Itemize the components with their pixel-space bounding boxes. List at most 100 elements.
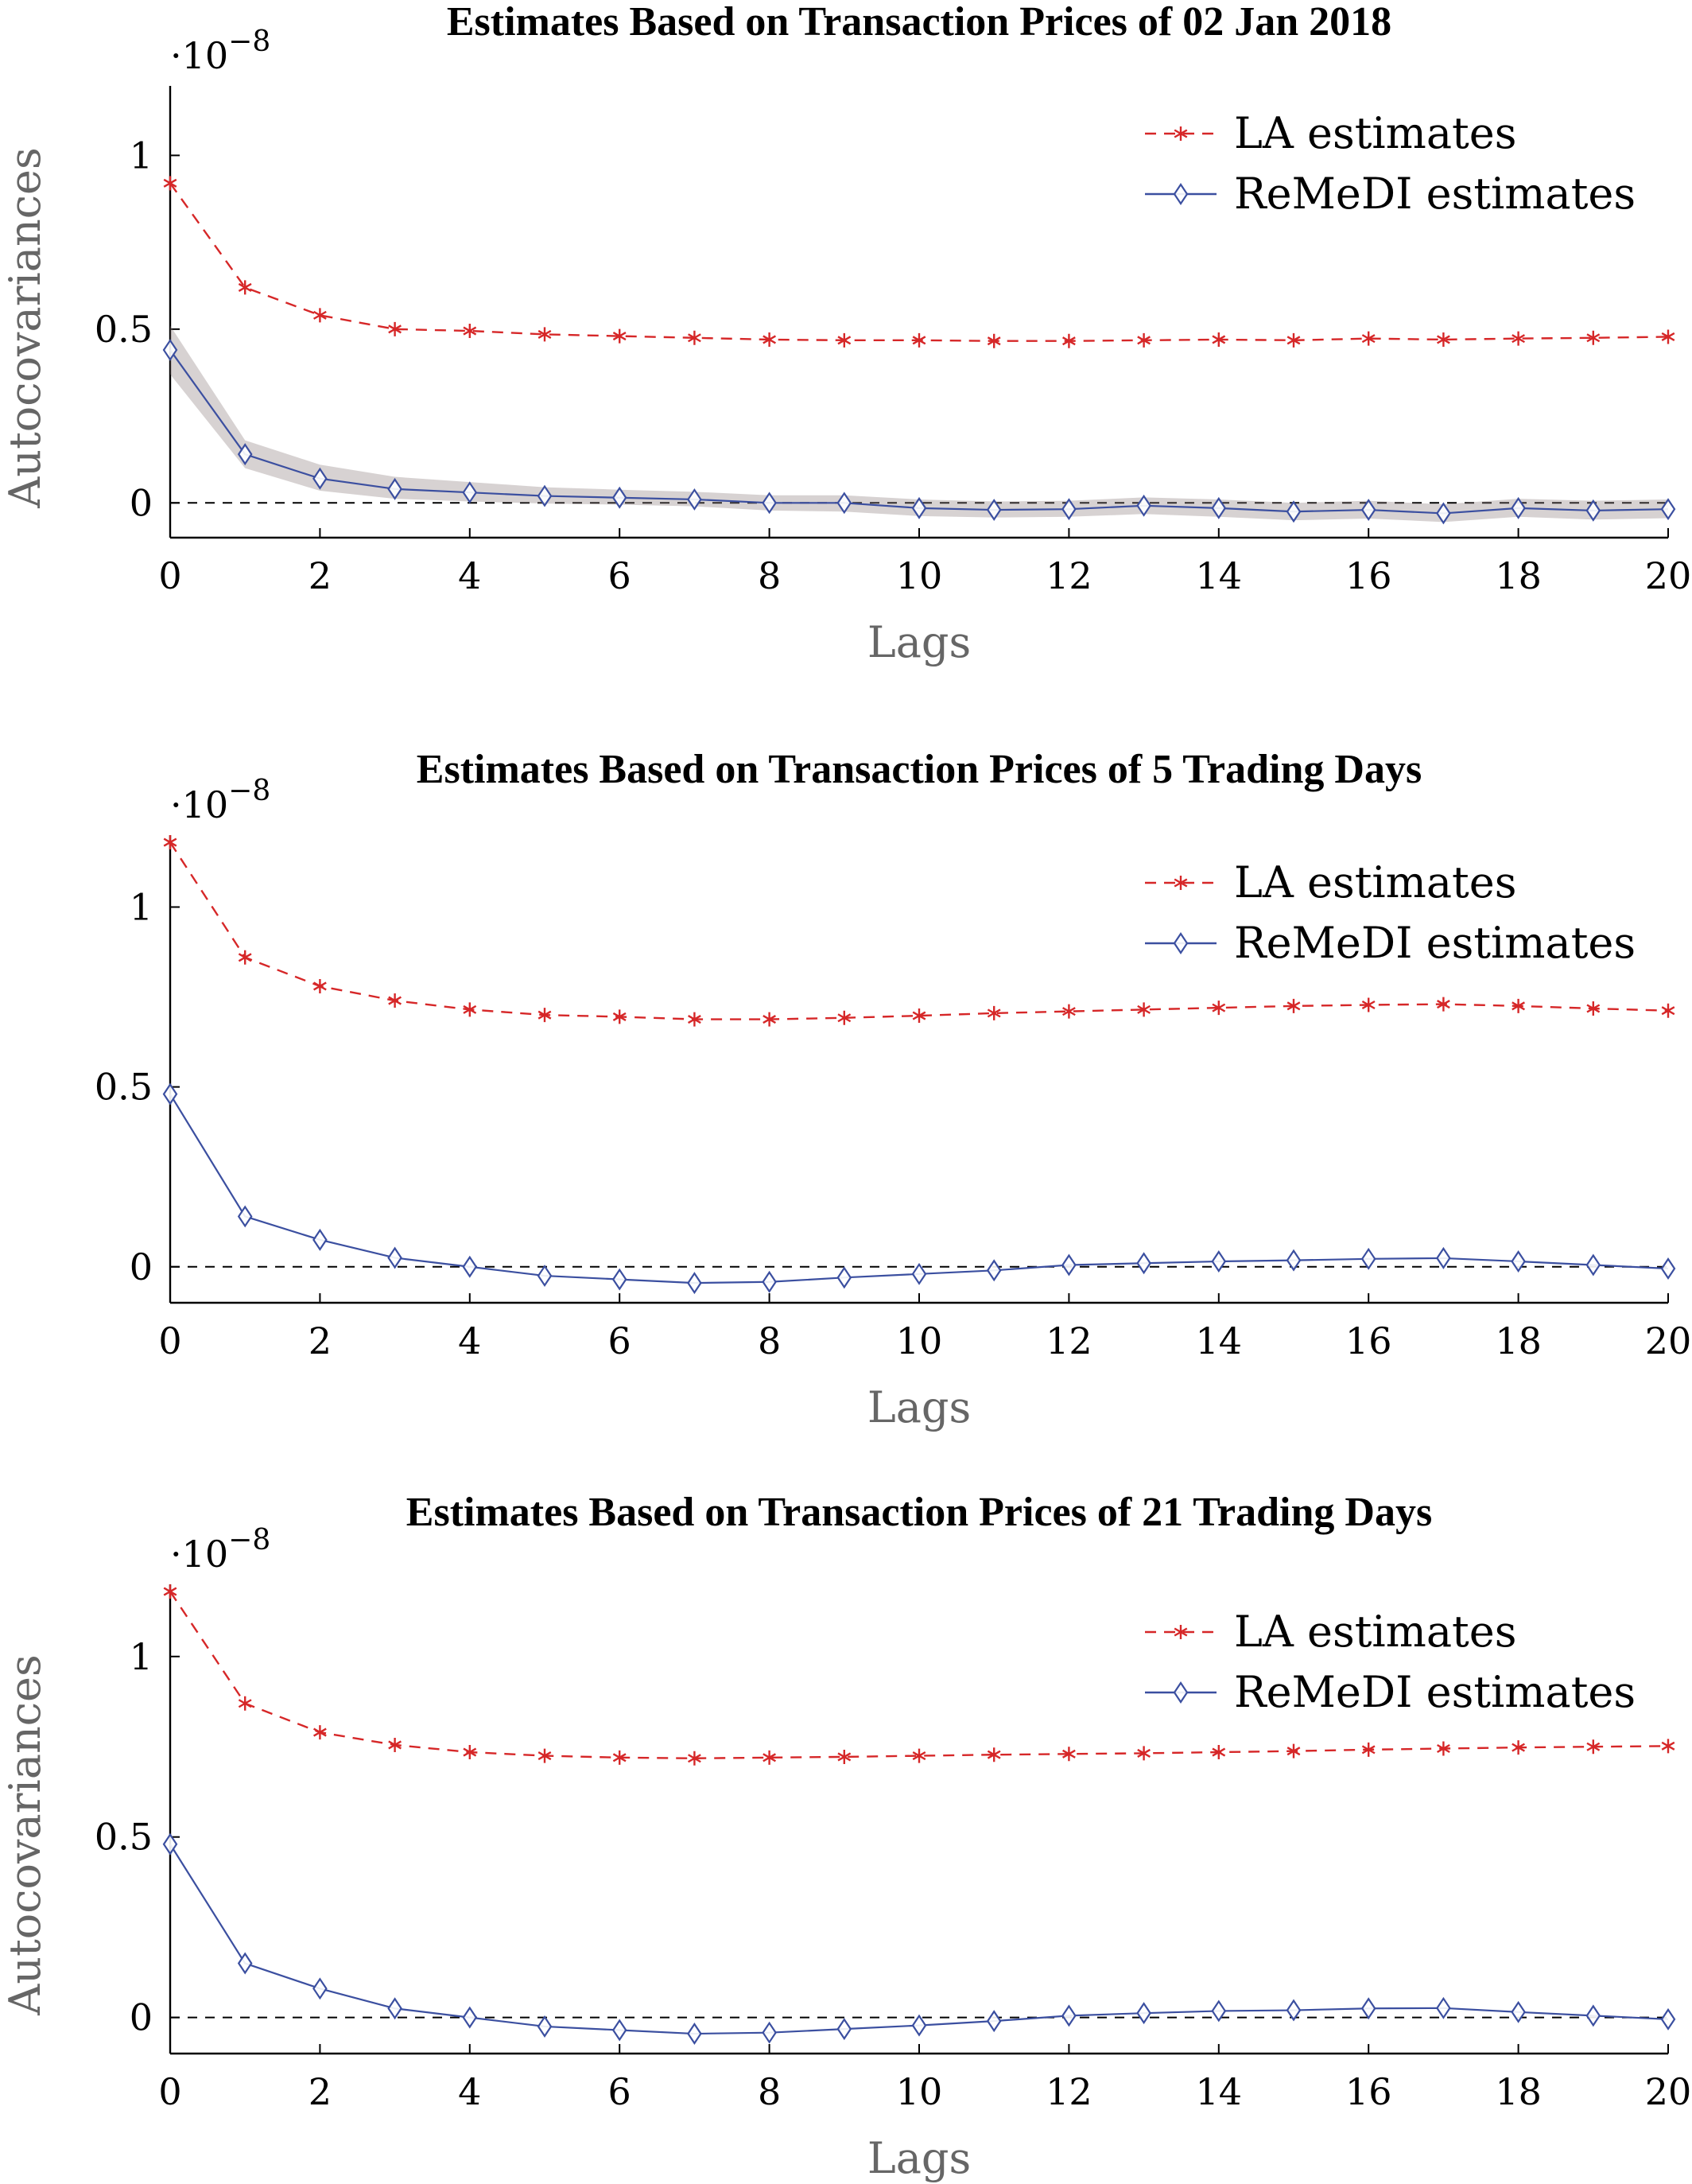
data-point	[463, 324, 477, 339]
legend-marker	[1173, 183, 1189, 205]
data-point	[1586, 330, 1601, 345]
data-point	[1062, 333, 1076, 348]
data-point	[388, 1737, 402, 1752]
data-point	[911, 496, 927, 519]
data-point	[162, 339, 178, 362]
data-point	[163, 1584, 177, 1599]
data-point	[387, 1246, 402, 1269]
data-point	[836, 492, 852, 515]
data-point	[1062, 1004, 1076, 1019]
chart-panel-3: Estimates Based on Transaction Prices of…	[0, 1490, 1691, 2183]
data-point	[1361, 331, 1376, 346]
data-point	[762, 2021, 777, 2044]
y-tick-label: 0.5	[95, 1066, 153, 1109]
series-la-estimates	[163, 835, 1675, 1027]
series-line	[169, 841, 1669, 1020]
data-point	[1586, 1739, 1601, 1755]
data-point	[1211, 1999, 1227, 2023]
y-tick-label: 0.5	[95, 308, 153, 351]
data-point	[763, 1012, 776, 1027]
data-point	[837, 1010, 852, 1025]
data-point	[912, 1748, 926, 1763]
data-point	[237, 443, 253, 466]
data-point	[1437, 997, 1450, 1012]
x-tick-label: 10	[896, 554, 943, 597]
data-point	[1361, 997, 1376, 1012]
data-point	[1286, 1249, 1302, 1272]
x-tick-label: 20	[1645, 2070, 1692, 2113]
data-point	[1512, 1740, 1525, 1755]
data-point	[462, 1255, 478, 1278]
data-point	[1511, 1250, 1526, 1273]
x-tick-label: 10	[896, 1319, 943, 1362]
chart-panel-2: Estimates Based on Transaction Prices of…	[95, 747, 1691, 1432]
data-point	[163, 835, 177, 850]
data-point	[1436, 502, 1451, 525]
legend-marker	[1174, 126, 1188, 141]
x-tick-label: 12	[1046, 554, 1092, 597]
data-point	[687, 2023, 702, 2046]
legend-label: LA estimates	[1234, 1607, 1516, 1657]
x-tick-label: 14	[1196, 1319, 1243, 1362]
y-tick-label: 0	[130, 481, 153, 524]
data-point	[1360, 499, 1376, 522]
legend: LA estimates ReMeDI estimates	[1145, 108, 1636, 219]
x-tick-label: 18	[1495, 1319, 1542, 1362]
y-tick-label: 0.5	[95, 1816, 153, 1859]
data-point	[1361, 1742, 1376, 1757]
y-scale-exponent: −8	[228, 25, 270, 58]
data-point	[1661, 1739, 1675, 1754]
data-point	[687, 488, 702, 511]
data-point	[687, 1272, 702, 1295]
data-point	[1062, 1747, 1076, 1762]
data-point	[1360, 1247, 1376, 1270]
data-point	[1137, 1746, 1151, 1761]
x-tick-label: 4	[458, 1319, 481, 1362]
data-point	[1136, 1252, 1151, 1275]
y-axis-label: Autocovariances	[0, 147, 50, 508]
data-point	[1660, 498, 1676, 521]
y-scale-label: ·10−8	[170, 1524, 270, 1576]
data-point	[911, 2014, 927, 2037]
data-point	[312, 467, 328, 490]
legend-marker	[1173, 1681, 1189, 1704]
data-point	[313, 308, 327, 323]
legend-label: LA estimates	[1234, 108, 1516, 158]
x-axis-label: Lags	[867, 617, 971, 667]
data-point	[1661, 1003, 1675, 1018]
data-point	[763, 1750, 776, 1765]
data-point	[313, 1725, 327, 1740]
series-remedi-estimates	[162, 1082, 1676, 1295]
data-point	[537, 1008, 552, 1023]
data-point	[387, 477, 402, 500]
chart-title: Estimates Based on Transaction Prices of…	[406, 1490, 1432, 1535]
series-la-estimates	[163, 176, 1675, 348]
x-tick-label: 8	[758, 2070, 781, 2113]
x-tick-label: 6	[608, 2070, 631, 2113]
x-tick-label: 14	[1196, 554, 1243, 597]
legend-marker	[1173, 932, 1189, 954]
series-la-estimates	[163, 1584, 1675, 1766]
legend: LA estimates ReMeDI estimates	[1145, 857, 1636, 968]
y-tick-label: 1	[130, 885, 153, 928]
data-point	[238, 950, 252, 965]
data-point	[1212, 1745, 1226, 1760]
x-tick-label: 2	[309, 2070, 332, 2113]
data-point	[537, 1265, 553, 1288]
data-point	[537, 1748, 552, 1763]
data-point	[612, 328, 627, 344]
data-point	[1585, 1253, 1601, 1277]
data-point	[612, 1009, 627, 1024]
y-tick-label: 1	[130, 1635, 153, 1678]
x-tick-label: 2	[309, 1319, 332, 1362]
data-point	[1586, 1001, 1601, 1016]
data-point	[1136, 494, 1151, 517]
data-point	[1211, 1250, 1227, 1273]
data-point	[837, 332, 852, 348]
data-point	[1437, 332, 1450, 347]
x-axis-label: Lags	[867, 2133, 971, 2183]
data-point	[312, 1228, 328, 1251]
x-tick-label: 4	[458, 2070, 481, 2113]
data-point	[463, 1002, 477, 1017]
